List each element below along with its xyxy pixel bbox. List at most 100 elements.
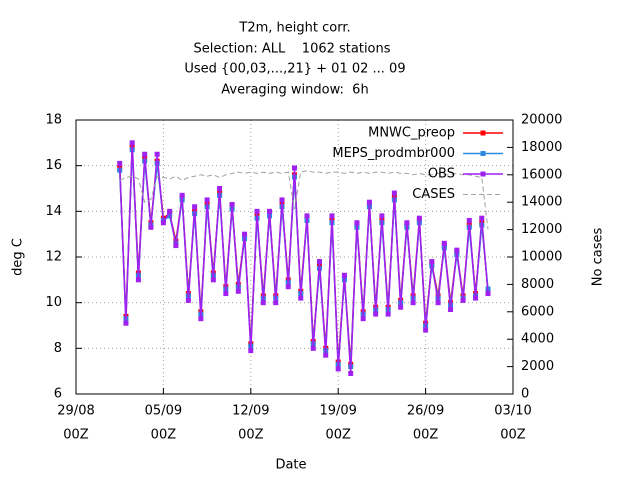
x-tick-label: 12/09 <box>232 404 269 419</box>
y2-tick-label: 14000 <box>521 195 562 210</box>
point-marker <box>210 277 216 283</box>
x-tick-label: 19/09 <box>319 404 356 419</box>
y2-tick-label: 8000 <box>521 277 554 292</box>
legend-label: MNWC_preop <box>368 126 455 141</box>
point-marker <box>117 160 123 166</box>
y2-tick-label: 4000 <box>521 332 554 347</box>
point-marker <box>310 345 316 351</box>
point-marker <box>173 243 179 249</box>
point-marker <box>229 201 235 207</box>
y-tick-label: 12 <box>45 250 62 265</box>
point-marker <box>123 320 129 326</box>
legend-marker <box>480 151 486 156</box>
point-marker <box>154 151 160 157</box>
point-marker <box>448 307 454 313</box>
x-tick-label: 00Z <box>325 428 351 443</box>
point-marker <box>217 186 223 191</box>
point-marker <box>242 231 248 237</box>
point-marker <box>167 208 173 214</box>
point-marker <box>404 220 410 226</box>
point-marker <box>329 213 335 219</box>
title-line: Used {00,03,...,21} + 01 02 ... 09 <box>184 62 405 77</box>
x-tick-label: 00Z <box>500 428 526 443</box>
point-marker <box>292 165 297 171</box>
point-marker <box>391 190 397 196</box>
point-marker <box>248 348 254 354</box>
point-marker <box>160 220 166 226</box>
y-tick-label: 6 <box>54 387 62 402</box>
legend-marker <box>480 171 486 177</box>
point-marker <box>135 277 141 283</box>
point-marker <box>273 300 279 306</box>
title-line: T2m, height corr. <box>238 21 350 36</box>
y2-tick-label: 10000 <box>521 250 562 265</box>
point-marker <box>179 192 185 198</box>
point-marker <box>416 215 422 221</box>
x-tick-label: 29/08 <box>57 404 94 419</box>
point-marker <box>304 213 310 219</box>
y2-tick-label: 12000 <box>521 222 562 237</box>
y-tick-label: 8 <box>54 341 62 356</box>
point-marker <box>316 259 322 265</box>
title-line: Averaging window: 6h <box>221 83 368 98</box>
y2-tick-label: 18000 <box>521 140 562 155</box>
x-tick-label: 26/09 <box>407 404 444 419</box>
point-marker <box>267 208 273 214</box>
point-marker <box>360 316 366 322</box>
point-marker <box>423 327 429 333</box>
y-tick-label: 10 <box>45 295 62 310</box>
point-marker <box>285 284 291 290</box>
x-tick-label: 00Z <box>413 428 439 443</box>
point-marker <box>485 291 491 297</box>
point-marker <box>204 197 210 203</box>
y2-axis-label: No cases <box>591 228 606 287</box>
point-marker <box>167 213 173 219</box>
point-marker <box>335 366 341 372</box>
legend-label: MEPS_prodmbr000 <box>332 146 455 161</box>
point-marker <box>429 259 435 265</box>
point-marker <box>479 215 485 221</box>
y2-tick-label: 6000 <box>521 304 554 319</box>
x-tick-label: 03/10 <box>494 404 531 419</box>
point-marker <box>185 297 191 303</box>
point-marker <box>323 352 329 358</box>
y-tick-label: 16 <box>45 158 62 173</box>
series-line <box>119 170 489 230</box>
y2-tick-label: 0 <box>521 387 529 402</box>
series-line <box>118 142 489 374</box>
point-marker <box>385 311 391 317</box>
point-marker <box>192 204 198 210</box>
y2-tick-label: 16000 <box>521 167 562 182</box>
x-tick-label: 00Z <box>151 428 177 443</box>
y-tick-label: 18 <box>45 113 62 128</box>
legend-label: CASES <box>412 187 455 202</box>
point-marker <box>379 213 385 219</box>
point-marker <box>148 224 154 230</box>
y2-tick-label: 20000 <box>521 113 562 128</box>
point-marker <box>260 300 266 306</box>
point-marker <box>279 197 285 203</box>
point-marker <box>435 300 441 306</box>
y-tick-label: 14 <box>45 204 62 219</box>
point-marker <box>460 297 466 303</box>
legend-marker <box>480 130 486 136</box>
point-marker <box>235 288 241 294</box>
point-marker <box>298 295 304 301</box>
point-marker <box>348 370 354 376</box>
point-marker <box>473 295 479 301</box>
point-marker <box>254 208 260 214</box>
point-marker <box>198 316 204 322</box>
point-marker <box>341 272 347 278</box>
point-marker <box>373 311 379 317</box>
x-tick-label: 05/09 <box>145 404 182 419</box>
x-axis-label: Date <box>275 458 306 473</box>
y2-tick-label: 2000 <box>521 359 554 374</box>
point-marker <box>142 151 148 157</box>
point-marker <box>441 240 447 246</box>
point-marker <box>223 291 229 297</box>
point-marker <box>454 247 460 253</box>
point-marker <box>398 304 404 310</box>
point-marker <box>129 140 135 146</box>
